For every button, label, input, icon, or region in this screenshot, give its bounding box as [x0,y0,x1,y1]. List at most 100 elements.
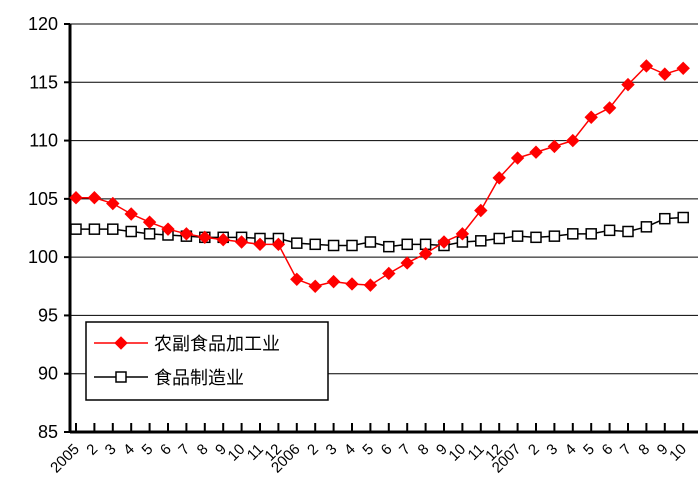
data-point [640,221,653,233]
data-point [326,274,341,289]
x-tick-label: 6 [599,441,617,459]
x-tick-label: 2 [525,441,543,459]
data-point [106,196,120,211]
data-point [124,207,138,221]
data-point [455,227,470,241]
x-tick-label: 8 [415,441,433,459]
data-point [87,190,102,205]
data-point [363,278,378,292]
legend-label: 农副食品加工业 [154,334,280,355]
data-point [474,203,488,218]
data-point [125,225,137,238]
series-group [69,59,690,293]
legend-box [85,321,329,401]
x-tick-label: 7 [175,441,193,459]
data-point [290,272,304,286]
data-point [308,279,322,293]
data-point [253,237,267,252]
data-point [658,67,672,81]
x-tick-label: 2 [304,441,322,459]
x-tick-label: 3 [543,441,561,459]
x-tick-label: 2 [83,441,101,459]
y-tick-label: 105 [28,189,58,209]
y-tick-label: 120 [28,14,58,34]
data-point [492,171,506,185]
data-point [179,227,194,241]
data-point [382,266,396,281]
data-point [676,61,690,76]
data-point [585,228,597,240]
y-tick-label: 115 [29,72,58,92]
data-point [529,145,543,159]
legend-marker [115,371,127,383]
data-point [345,277,359,291]
x-tick-label: 6 [378,441,396,459]
data-point [383,240,395,253]
data-point [70,223,82,235]
legend-label: 食品制造业 [154,368,244,389]
data-point [418,246,433,261]
data-point [346,239,358,252]
x-tick-label: 5 [139,441,157,459]
y-tick-label: 95 [38,305,58,325]
x-tick-label: 8 [194,441,212,459]
data-point [622,225,634,238]
data-point [510,151,525,165]
data-point [69,190,83,205]
data-point [401,238,413,251]
data-point [639,59,654,73]
x-tick-label: 7 [617,441,635,459]
x-tick-label: 7 [396,441,414,459]
data-point [291,237,303,249]
data-point [271,237,286,252]
data-point [107,223,119,235]
data-point [309,238,321,251]
data-point [530,231,542,244]
data-point [567,228,579,240]
x-tick-label: 6 [157,441,175,459]
series-line [76,216,684,248]
data-point [602,101,617,115]
x-tick-label: 3 [323,441,341,459]
data-point [566,133,580,148]
y-tick-label: 100 [28,247,58,267]
y-tick-label: 110 [29,131,58,151]
data-point [437,235,451,249]
data-point [327,239,340,252]
x-tick-label: 4 [341,441,359,459]
data-point [234,235,249,249]
data-point [364,236,377,248]
data-point [216,232,230,247]
series-1 [70,211,689,253]
x-tick-label: 2005 [47,441,83,477]
data-point [511,230,524,242]
x-tick-label: 8 [635,441,653,459]
data-point [493,232,505,245]
data-point [584,110,598,124]
series-0 [69,59,690,293]
series-line [76,65,684,288]
data-point [400,256,414,270]
data-point [161,222,175,236]
data-point [88,223,101,235]
data-point [621,77,635,92]
x-tick-label: 3 [102,441,120,459]
data-point [198,230,212,245]
x-tick-label: 5 [580,441,598,459]
data-point [142,215,157,229]
gridlines [70,23,698,375]
x-tick-label: 4 [562,441,580,459]
y-tick-label: 85 [38,422,58,442]
data-point [677,211,689,224]
x-tick-label: 4 [120,441,138,459]
data-point [547,139,562,154]
data-point [143,228,156,240]
data-point [603,224,616,237]
x-tick-label: 5 [359,441,377,459]
y-tick-label: 90 [38,364,58,384]
data-point [659,212,671,225]
legend-marker [114,336,128,350]
